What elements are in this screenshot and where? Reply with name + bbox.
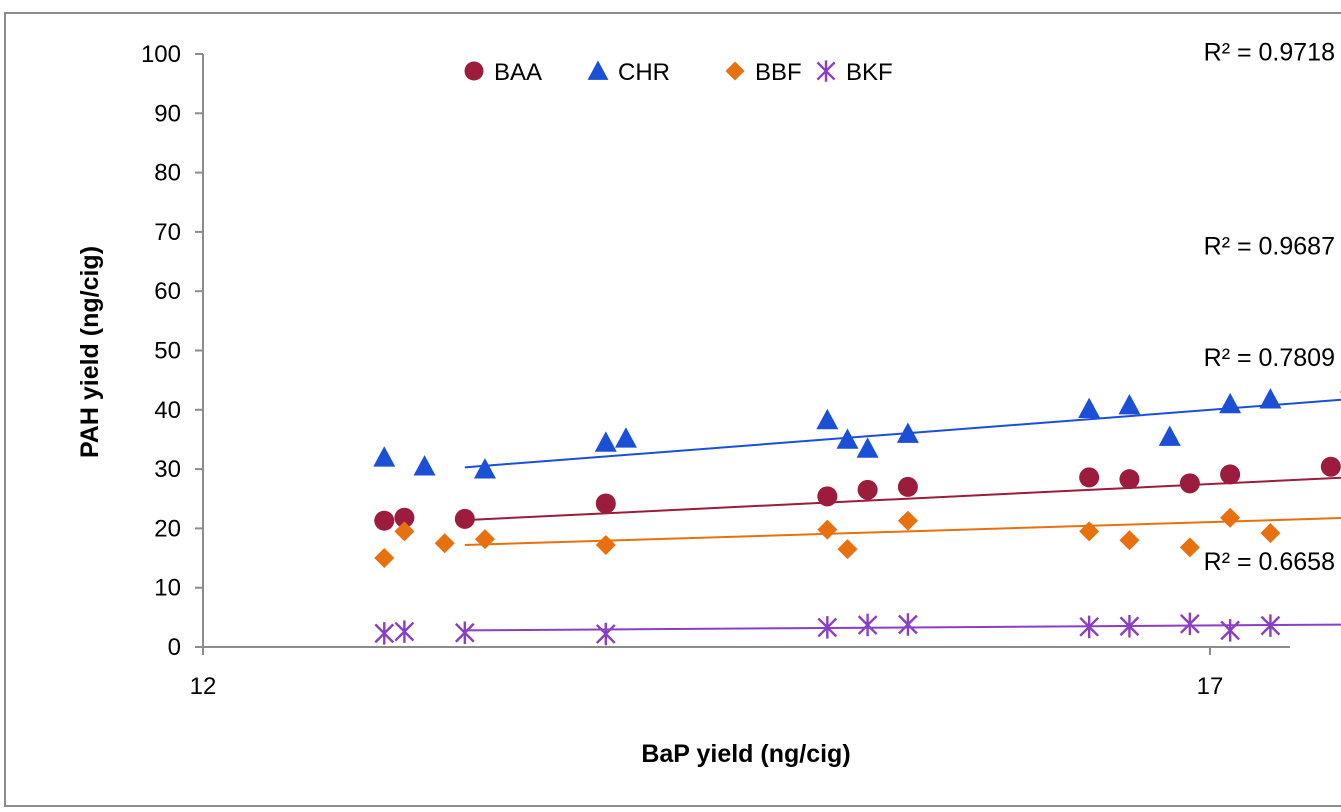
bkf-point [1119, 614, 1140, 638]
bkf-point [898, 613, 918, 636]
legend: BAA CHR BBF BKF [464, 59, 893, 86]
y-tick-label: 90 [154, 100, 181, 127]
y-tick-label: 10 [154, 575, 181, 602]
chr-r2-label: R² = 0.9718 [1204, 38, 1335, 66]
baa-legend-marker [464, 61, 484, 81]
chr-point [1118, 394, 1141, 415]
chr-point [836, 428, 859, 449]
bbf-legend-marker [725, 61, 745, 81]
ticks: 0102030405060708090100121722273237 [141, 41, 1224, 700]
bbf-r2-label: R² = 0.7809 [1204, 344, 1335, 372]
bbf-point [474, 529, 495, 550]
baa-point [454, 508, 475, 529]
chr-point [614, 427, 637, 448]
baa-trendline [464, 476, 1341, 522]
y-tick-label: 60 [154, 278, 181, 305]
chr-legend-marker [587, 60, 609, 80]
x-tick-label: 17 [1197, 673, 1224, 700]
chr-point [856, 437, 879, 458]
bbf-point [1260, 523, 1281, 544]
y-tick-label: 0 [168, 634, 181, 661]
y-tick-label: 20 [154, 515, 181, 542]
bkf-point [454, 621, 475, 645]
chr-point [413, 455, 436, 476]
axes [202, 54, 1290, 648]
y-tick-label: 80 [154, 160, 181, 187]
bkf-point [1079, 615, 1100, 639]
bbf-point [595, 535, 616, 556]
bbf-point [1119, 530, 1140, 551]
bbf-point [837, 539, 858, 560]
bbf-trendline [464, 517, 1341, 547]
baa-point [1119, 469, 1140, 490]
baa-point [394, 507, 415, 528]
y-tick-label: 100 [141, 41, 181, 68]
bbf-point [394, 521, 415, 542]
r2-labels: R² = 0.9687 R² = 0.9718 R² = 0.7809 R² = 0.… [1204, 38, 1335, 575]
baa-point [595, 493, 616, 514]
bkf-point [394, 620, 415, 643]
bbf-point [1220, 507, 1241, 528]
bbf-point [897, 510, 918, 531]
bkf-point [817, 616, 838, 639]
bkf-legend-marker [816, 60, 836, 82]
baa-point [374, 510, 395, 531]
bbf-legend-label: BBF [755, 59, 802, 86]
chr-legend-label: CHR [618, 59, 670, 86]
bbf-point [374, 548, 395, 569]
chr-point [816, 408, 839, 430]
baa-point [817, 486, 838, 507]
markers [373, 388, 1341, 646]
bkf-point [857, 613, 878, 637]
chr-point [1259, 388, 1282, 409]
x-tick-label: 12 [190, 673, 217, 700]
baa-point [1079, 467, 1100, 488]
bbf-point [817, 519, 838, 540]
chr-trendline [464, 398, 1341, 469]
chr-point [1219, 392, 1242, 414]
bkf-r2-label: R² = 0.6658 [1204, 548, 1335, 576]
chr-point [896, 422, 919, 443]
chr-point [1158, 425, 1181, 446]
y-tick-label: 50 [154, 338, 181, 365]
baa-point [1179, 473, 1200, 494]
bkf-point [1220, 619, 1240, 642]
bkf-point [1260, 614, 1281, 637]
baa-legend-label: BAA [494, 59, 542, 86]
chr-point [1078, 397, 1101, 418]
y-tick-label: 40 [154, 397, 181, 424]
bkf-legend-label: BKF [846, 59, 893, 86]
y-tick-label: 30 [154, 456, 181, 483]
chr-point [373, 446, 396, 467]
baa-point [1220, 464, 1241, 485]
bkf-point [595, 622, 616, 646]
baa-point [857, 479, 878, 500]
bkf-trendline [464, 623, 1341, 632]
baa-r2-label: R² = 0.9687 [1204, 232, 1335, 260]
y-tick-label: 70 [154, 219, 181, 246]
chr-point [473, 458, 496, 479]
trendlines [464, 398, 1341, 632]
x-axis-title: BaP yield (ng/cig) [641, 740, 850, 768]
bbf-point [434, 533, 455, 554]
baa-point [1320, 456, 1341, 477]
y-axis-title: PAH yield (ng/cig) [76, 246, 104, 458]
chr-point [594, 431, 617, 452]
bkf-point [374, 622, 395, 645]
baa-point [897, 476, 918, 497]
chart-frame [4, 12, 1341, 807]
bbf-point [1179, 537, 1200, 558]
bbf-point [1079, 521, 1100, 542]
bkf-point [1180, 612, 1200, 636]
